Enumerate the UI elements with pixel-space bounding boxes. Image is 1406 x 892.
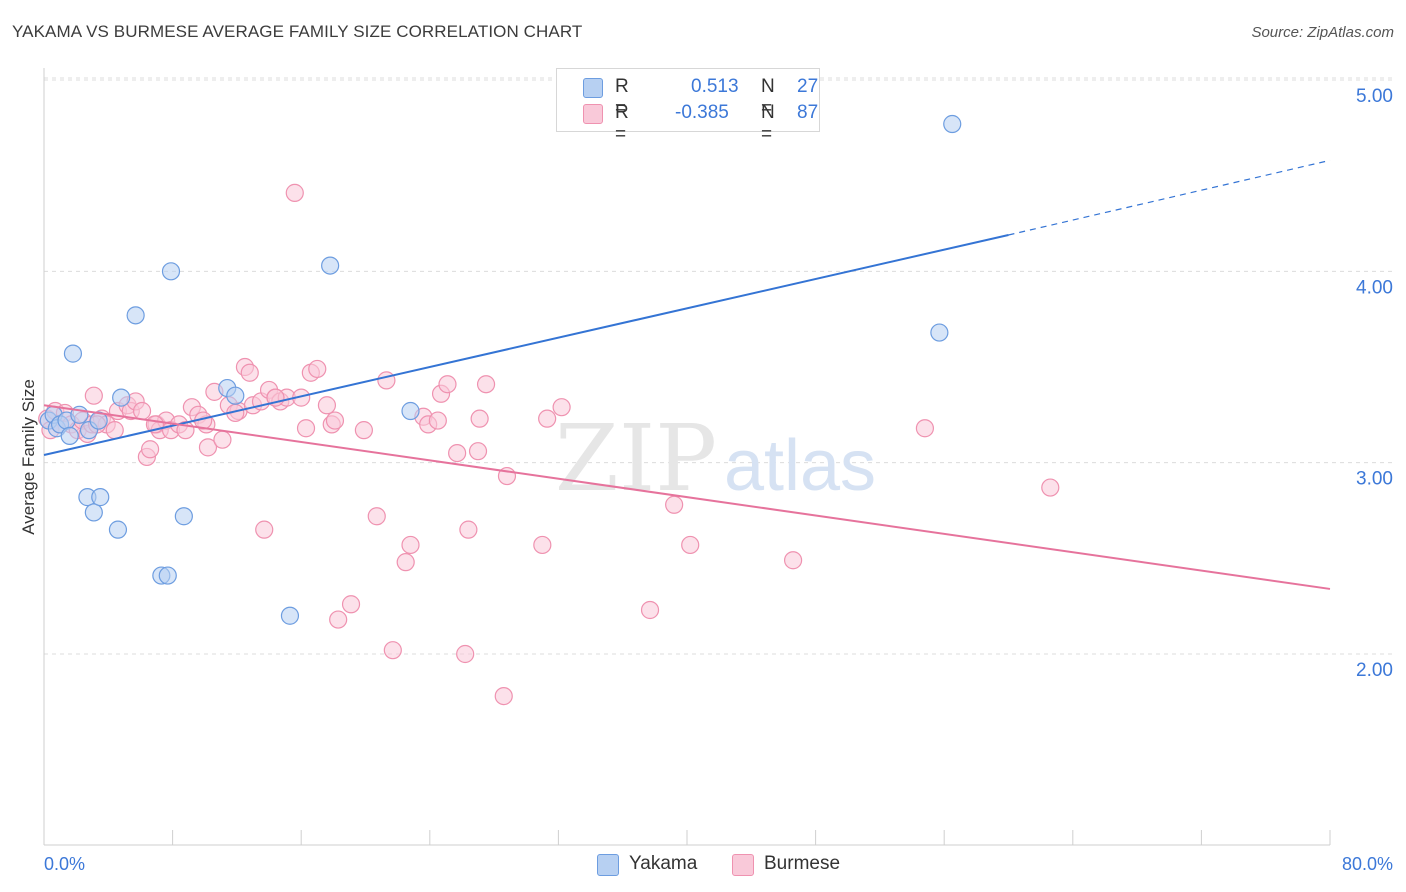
yakama-point <box>60 426 79 445</box>
burmese-point <box>198 438 218 457</box>
burmese-point <box>915 419 935 438</box>
watermark-zip: ZIP <box>555 405 717 512</box>
burmese-point <box>640 600 660 620</box>
y-tick-label: 2.00 <box>1356 660 1393 681</box>
x-tick-label-min: 0.0% <box>44 854 85 874</box>
burmese-point <box>538 409 557 428</box>
yakama-point <box>226 386 245 405</box>
watermark-atlas: atlas <box>724 426 876 506</box>
legend-r-value: 0.513 <box>691 76 739 97</box>
burmese-legend-label: Burmese <box>764 853 841 874</box>
burmese-series <box>38 183 1060 706</box>
burmese-point <box>308 359 327 379</box>
burmese-legend-swatch <box>732 854 754 876</box>
yakama-point <box>126 306 145 325</box>
y-axis-label: Average Family Size <box>19 379 38 535</box>
burmese-point <box>255 520 274 539</box>
burmese-trend-line <box>43 404 1331 590</box>
burmese-point <box>396 553 415 572</box>
burmese-point <box>459 520 478 539</box>
yakama-point <box>280 606 300 625</box>
burmese-point <box>448 444 467 463</box>
yakama-point <box>161 262 181 281</box>
burmese-point <box>494 686 513 706</box>
burmese-point <box>1041 478 1060 497</box>
yakama-trend-line <box>43 234 1009 456</box>
yakama-point <box>158 566 177 585</box>
yakama-point <box>401 401 420 421</box>
watermark: ZIP atlas <box>555 405 876 512</box>
legend-n-label: N = <box>761 102 775 145</box>
burmese-point <box>285 183 304 202</box>
burmese-point <box>476 375 496 394</box>
burmese-point <box>468 442 488 461</box>
burmese-point <box>367 507 386 526</box>
burmese-point <box>213 430 232 449</box>
yakama-swatch <box>583 78 603 98</box>
yakama-trend-extension <box>1008 159 1331 236</box>
yakama-point <box>63 344 83 363</box>
yakama-point <box>943 114 962 134</box>
legend-r-label: R = <box>615 76 629 119</box>
yakama-legend-swatch <box>597 854 619 876</box>
burmese-point <box>533 535 552 555</box>
burmese-point <box>240 363 259 382</box>
burmese-point <box>383 641 402 660</box>
burmese-point <box>552 398 571 417</box>
burmese-point <box>470 409 489 428</box>
legend-n-value: 27 <box>797 76 819 97</box>
yakama-point <box>930 323 949 342</box>
legend-r-label: R = <box>615 102 629 145</box>
burmese-point <box>140 440 160 459</box>
burmese-point <box>354 421 373 440</box>
x-tick-label-max: 80.0% <box>1342 854 1393 874</box>
burmese-point <box>329 610 348 629</box>
burmese-point <box>681 535 700 555</box>
burmese-point <box>783 551 803 570</box>
axes <box>43 68 1331 846</box>
legend-n-value: 87 <box>797 102 819 123</box>
yakama-series <box>39 114 962 625</box>
burmese-point <box>105 421 124 440</box>
burmese-point <box>401 535 420 555</box>
y-tick-label: 4.00 <box>1356 277 1393 298</box>
y-tick-label: 5.00 <box>1356 86 1393 107</box>
yakama-point <box>84 503 103 522</box>
burmese-point <box>84 386 103 405</box>
y-tick-label: 3.00 <box>1356 469 1393 490</box>
burmese-point <box>438 375 457 394</box>
burmese-point <box>456 644 475 664</box>
chart-title: YAKAMA VS BURMESE AVERAGE FAMILY SIZE CO… <box>12 22 583 41</box>
burmese-point <box>296 419 316 438</box>
yakama-point <box>91 488 110 507</box>
burmese-point <box>132 401 152 421</box>
burmese-point <box>341 595 361 614</box>
burmese-point <box>428 411 447 430</box>
yakama-point <box>112 388 131 407</box>
burmese-point <box>665 495 684 514</box>
correlation-legend: R = 0.513 N = 27 R = -0.385 N = 87 <box>556 68 820 145</box>
burmese-point <box>377 371 396 390</box>
trend-lines <box>43 159 1331 590</box>
yakama-legend-label: Yakama <box>629 853 698 874</box>
yakama-point <box>108 520 128 539</box>
yakama-point <box>174 507 193 526</box>
legend-r-value: -0.385 <box>675 102 729 123</box>
burmese-point <box>325 411 345 430</box>
legend-n-label: N = <box>761 76 775 119</box>
yakama-point <box>321 256 340 275</box>
source-label: Source: ZipAtlas.com <box>1251 24 1394 41</box>
burmese-point <box>317 396 337 415</box>
burmese-swatch <box>583 104 603 124</box>
